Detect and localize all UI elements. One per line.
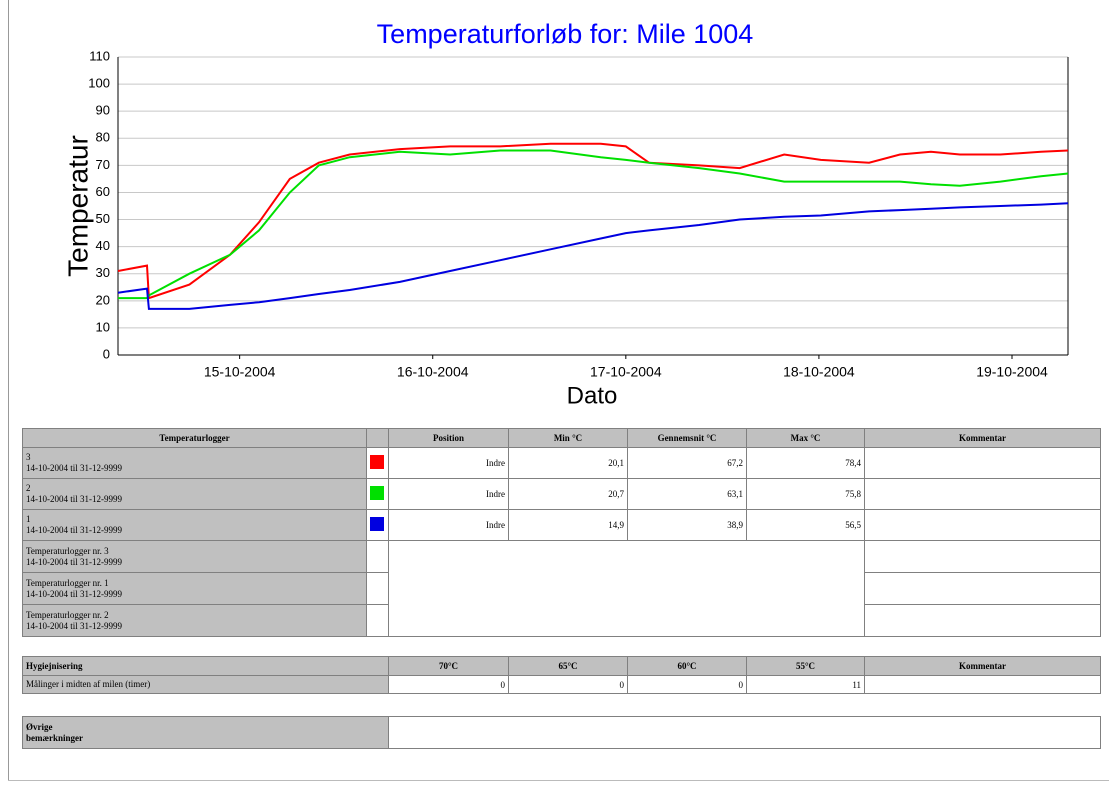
header: Kommentar — [864, 428, 1101, 448]
logger-name: Temperaturlogger nr. 2 — [26, 609, 109, 620]
header: Max °C — [746, 428, 865, 448]
cell: 20,1 — [508, 447, 628, 479]
cell — [864, 509, 1101, 541]
swatch — [370, 517, 384, 531]
y-tick-label: 100 — [88, 76, 110, 91]
logger-table: Temperaturlogger Position Min °C Gennems… — [22, 428, 1101, 637]
cell: 0 — [627, 675, 747, 694]
x-tick-label: 15-10-2004 — [204, 364, 276, 380]
x-tick-label: 19-10-2004 — [976, 364, 1048, 380]
logger: Temperaturlogger nr. 1 14-10-2004 til 31-… — [22, 572, 367, 605]
series-line — [118, 149, 1069, 300]
cell — [864, 604, 1101, 637]
x-axis-label: Dato — [567, 382, 618, 409]
header: Kommentar — [864, 656, 1101, 676]
logger-name: 1 — [26, 514, 31, 524]
logger: 1 14-10-2004 til 31-12-9999 — [22, 509, 367, 541]
header: 70°C — [388, 656, 509, 676]
header: Hygiejnisering — [22, 656, 389, 676]
period: 14-10-2004 til 31-12-9999 — [26, 620, 122, 631]
logger: 2 14-10-2004 til 31-12-9999 — [22, 478, 367, 510]
cell: 14,9 — [508, 509, 628, 541]
logger-name: 3 — [26, 452, 31, 462]
x-tick-label: 18-10-2004 — [783, 364, 855, 380]
logger: 3 14-10-2004 til 31-12-9999 — [22, 447, 367, 479]
cell: Indre — [388, 509, 509, 541]
cell: Indre — [388, 478, 509, 510]
cell: 75,8 — [746, 478, 865, 510]
label-line: bemærkninger — [26, 732, 83, 743]
header: Gennemsnit °C — [627, 428, 747, 448]
logger-name: 2 — [26, 483, 31, 493]
cell: 20,7 — [508, 478, 628, 510]
swatch — [370, 486, 384, 500]
y-tick-label: 0 — [103, 346, 110, 361]
logger-name: Temperaturlogger nr. 3 — [26, 545, 109, 556]
cell: 56,5 — [746, 509, 865, 541]
header: Min °C — [508, 428, 628, 448]
cell — [864, 540, 1101, 573]
y-axis-label: Temperatur — [62, 135, 93, 277]
cell — [864, 675, 1101, 694]
cell: 38,9 — [627, 509, 747, 541]
cell: Indre — [388, 447, 509, 479]
y-tick-label: 10 — [96, 319, 110, 334]
cell: 0 — [508, 675, 628, 694]
swatch-cell — [366, 447, 389, 479]
swatch-cell — [366, 509, 389, 541]
header: 60°C — [627, 656, 747, 676]
cell — [388, 540, 865, 637]
frame — [8, 0, 9, 781]
x-tick-label: 16-10-2004 — [397, 364, 469, 380]
cell: 78,4 — [746, 447, 865, 479]
y-tick-label: 110 — [89, 48, 110, 63]
period: 14-10-2004 til 31-12-9999 — [26, 463, 122, 473]
cell: 63,1 — [627, 478, 747, 510]
chart-title: Temperaturforløb for: Mile 1004 — [377, 19, 754, 49]
chart: Temperaturforløb for: Mile 1004 Temperat… — [62, 19, 1069, 409]
label-line: Øvrige — [26, 721, 53, 732]
cell: 67,2 — [627, 447, 747, 479]
header: 55°C — [746, 656, 865, 676]
swatch-cell — [366, 478, 389, 510]
series-line — [117, 142, 1069, 300]
period: 14-10-2004 til 31-12-9999 — [26, 588, 122, 599]
x-tick-label: 17-10-2004 — [590, 364, 662, 380]
y-tick-label: 50 — [96, 211, 110, 226]
series-line — [117, 202, 1069, 310]
cell: 11 — [746, 675, 865, 694]
swatch — [370, 455, 384, 469]
header — [366, 428, 389, 448]
remarks-table: Øvrige bemærkninger — [22, 716, 1101, 749]
y-tick-label: 90 — [96, 103, 110, 118]
y-tick-label: 80 — [96, 130, 110, 145]
logger: Temperaturlogger nr. 2 14-10-2004 til 31-… — [22, 604, 367, 637]
remarks-label: Øvrige bemærkninger — [22, 716, 389, 749]
cell — [366, 604, 389, 637]
cell — [864, 478, 1101, 510]
period: 14-10-2004 til 31-12-9999 — [26, 525, 122, 535]
frame — [8, 780, 1109, 781]
cell — [366, 572, 389, 605]
y-tick-label: 60 — [96, 184, 110, 199]
y-tick-label: 70 — [96, 157, 110, 172]
cell — [864, 572, 1101, 605]
header: Position — [388, 428, 509, 448]
hygiene-table: Hygiejnisering 70°C 65°C 60°C 55°C Komme… — [22, 656, 1101, 694]
y-tick-label: 30 — [96, 265, 110, 280]
cell: 0 — [388, 675, 509, 694]
cell — [388, 716, 1101, 749]
row-label: Målinger i midten af milen (timer) — [22, 675, 389, 694]
y-tick-label: 20 — [96, 292, 110, 307]
cell — [366, 540, 389, 573]
header: 65°C — [508, 656, 628, 676]
period: 14-10-2004 til 31-12-9999 — [26, 494, 122, 504]
logger: Temperaturlogger nr. 3 14-10-2004 til 31-… — [22, 540, 367, 573]
y-tick-label: 40 — [96, 238, 110, 253]
header: Temperaturlogger — [22, 428, 367, 448]
period: 14-10-2004 til 31-12-9999 — [26, 556, 122, 567]
logger-name: Temperaturlogger nr. 1 — [26, 577, 109, 588]
cell — [864, 447, 1101, 479]
